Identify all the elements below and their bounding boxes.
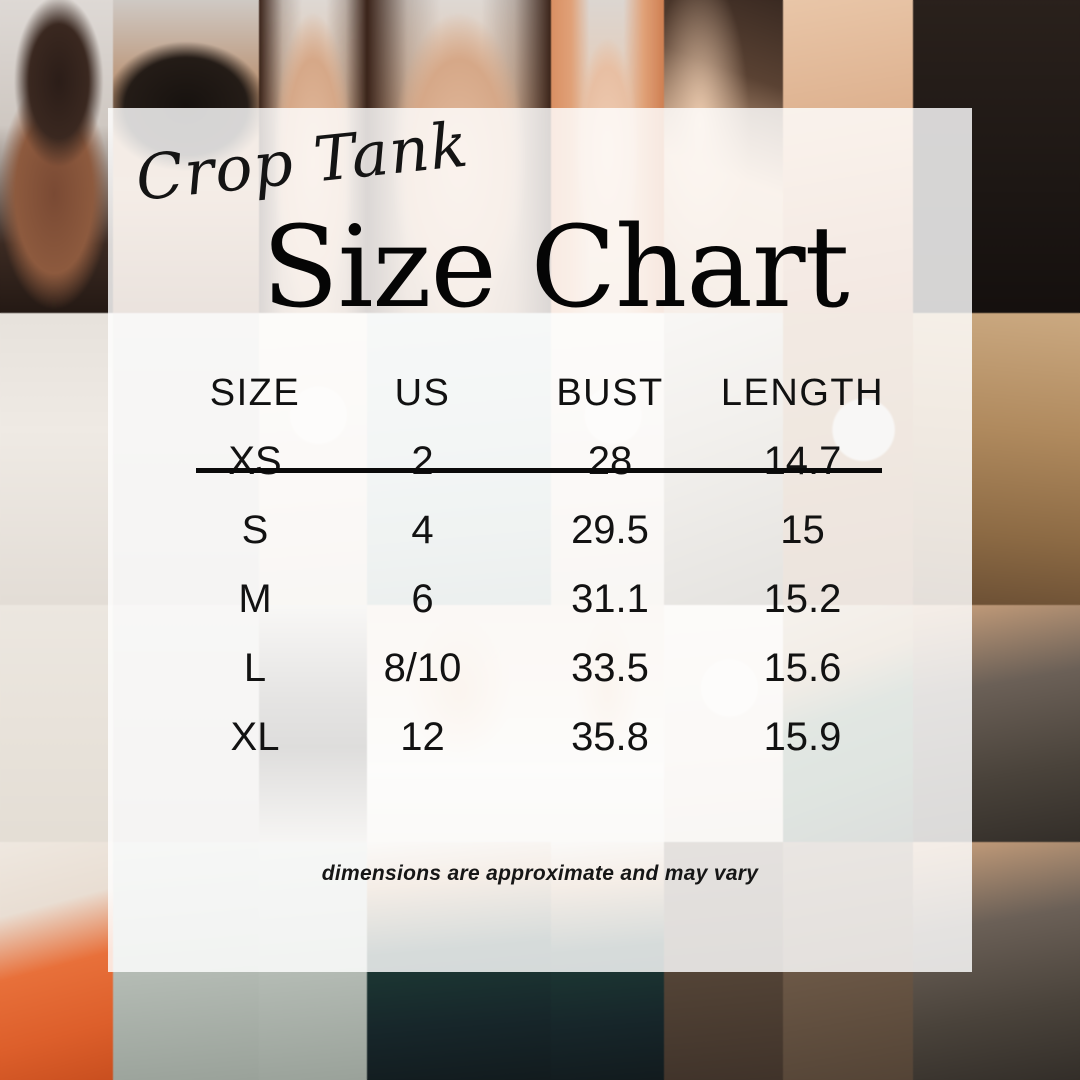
cell-us: 12 xyxy=(400,715,445,759)
cell-size: XL xyxy=(230,715,280,759)
cell-us: 2 xyxy=(411,439,434,483)
collage-photo xyxy=(0,604,114,843)
cell-length: 15.2 xyxy=(763,577,842,621)
table-row: XS 2 28 14.7 xyxy=(180,427,900,496)
table-row: L 8/10 33.5 15.6 xyxy=(180,634,900,703)
column-header-length: LENGTH xyxy=(720,372,885,414)
collage-photo xyxy=(0,0,114,314)
column-header-bust: BUST xyxy=(556,372,664,414)
table-row: S 4 29.5 15 xyxy=(180,496,900,565)
cell-bust: 35.8 xyxy=(571,715,649,759)
cell-us: 4 xyxy=(411,508,434,552)
size-table: SIZE US BUST LENGTH XS 2 28 14.7 S 4 29.… xyxy=(180,372,900,772)
column-header-us: US xyxy=(394,372,451,414)
collage-photo xyxy=(0,842,114,1080)
size-chart-card xyxy=(108,108,972,972)
cell-bust: 31.1 xyxy=(571,577,649,621)
cell-length: 15.6 xyxy=(763,646,842,690)
header-divider xyxy=(196,468,882,473)
table-header-row: SIZE US BUST LENGTH xyxy=(180,372,900,427)
cell-us: 8/10 xyxy=(383,646,462,690)
cell-length: 14.7 xyxy=(763,439,842,483)
cell-size: L xyxy=(243,646,267,690)
cell-length: 15 xyxy=(780,508,825,552)
size-table-body: XS 2 28 14.7 S 4 29.5 15 M 6 31.1 15.2 L… xyxy=(180,427,900,772)
footnote: dimensions are approximate and may vary xyxy=(321,862,759,885)
cell-bust: 33.5 xyxy=(571,646,649,690)
cell-bust: 29.5 xyxy=(571,508,649,552)
cell-size: S xyxy=(241,508,269,552)
cell-size: M xyxy=(238,577,272,621)
table-row: XL 12 35.8 15.9 xyxy=(180,703,900,772)
collage-photo xyxy=(0,313,114,605)
cell-us: 6 xyxy=(411,577,434,621)
page-title: Size Chart xyxy=(262,203,850,333)
cell-length: 15.9 xyxy=(763,715,842,759)
cell-size: XS xyxy=(228,439,282,483)
cell-bust: 28 xyxy=(587,439,633,483)
column-header-size: SIZE xyxy=(209,372,301,414)
size-table-head: SIZE US BUST LENGTH xyxy=(180,372,900,427)
table-row: M 6 31.1 15.2 xyxy=(180,565,900,634)
